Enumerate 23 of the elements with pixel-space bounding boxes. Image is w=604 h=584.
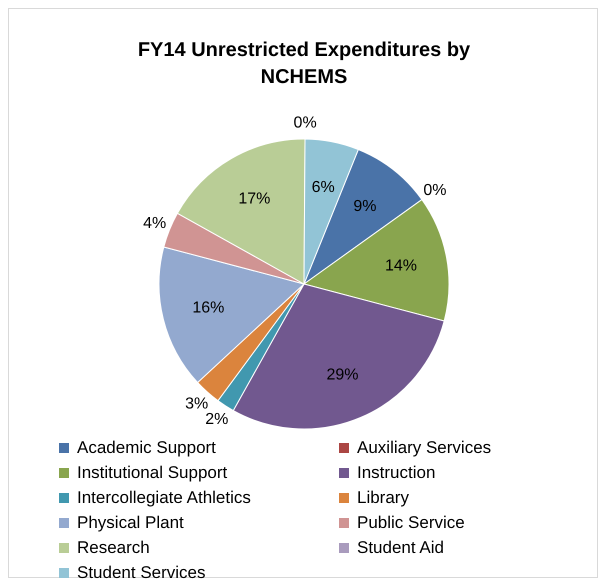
legend-label: Research (77, 537, 150, 559)
data-label: 17% (238, 190, 270, 208)
data-label: 29% (326, 366, 359, 384)
text: 0% (294, 114, 317, 132)
data-label: 3% (185, 396, 208, 413)
legend-label: Academic Support (77, 437, 216, 459)
data-label: 4% (143, 215, 166, 232)
legend-label: Auxiliary Services (357, 437, 492, 459)
legend-label: Instruction (357, 462, 436, 484)
legend-label: Library (357, 487, 409, 509)
text: 0% (423, 182, 446, 199)
legend-label: Student Services (77, 562, 206, 584)
legend-label: Intercollegiate Athletics (77, 487, 251, 509)
data-label: 9% (353, 198, 377, 216)
data-label: 2% (205, 410, 228, 428)
data-label: 16% (192, 299, 224, 316)
legend-label: Public Service (357, 512, 465, 534)
data-label: 6% (312, 178, 335, 196)
legend-label: Physical Plant (77, 512, 184, 534)
legend-label: Student Aid (357, 537, 444, 559)
legend-label: Institutional Support (77, 462, 228, 484)
chart-title: FY14 Unrestricted Expenditures by NCHEMS (136, 38, 472, 90)
data-label: 14% (384, 258, 417, 275)
